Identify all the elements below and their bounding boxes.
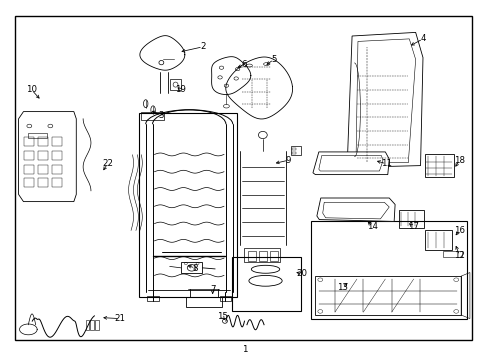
Bar xyxy=(259,251,266,261)
Text: 21: 21 xyxy=(114,314,125,323)
Text: 13: 13 xyxy=(336,284,347,292)
Bar xyxy=(290,146,300,155)
Text: 8: 8 xyxy=(192,264,198,273)
Text: 9: 9 xyxy=(285,156,290,165)
Bar xyxy=(90,320,94,330)
Bar xyxy=(141,112,164,120)
Text: 2: 2 xyxy=(200,42,205,51)
Bar xyxy=(248,251,256,261)
Bar xyxy=(15,16,471,340)
Text: 11: 11 xyxy=(380,159,391,168)
Bar xyxy=(292,152,296,154)
Bar xyxy=(52,165,61,174)
Polygon shape xyxy=(312,152,388,175)
Text: 16: 16 xyxy=(453,226,464,235)
Bar xyxy=(24,151,34,160)
Text: 6: 6 xyxy=(241,60,247,69)
Bar xyxy=(24,137,34,146)
Bar xyxy=(232,257,300,311)
Bar xyxy=(292,148,296,150)
Text: 10: 10 xyxy=(26,85,37,94)
Text: 5: 5 xyxy=(270,55,276,64)
Text: 15: 15 xyxy=(217,312,227,321)
Bar xyxy=(85,320,89,330)
Bar xyxy=(28,133,47,138)
Bar xyxy=(269,251,277,261)
Bar xyxy=(244,248,279,262)
Text: 7: 7 xyxy=(209,285,215,294)
Bar xyxy=(52,137,61,146)
Bar xyxy=(38,178,48,187)
Bar xyxy=(315,276,460,315)
Bar xyxy=(38,151,48,160)
Text: 1: 1 xyxy=(241,345,247,354)
Bar xyxy=(219,296,231,301)
Bar xyxy=(398,210,423,228)
Text: 3: 3 xyxy=(158,111,164,120)
Polygon shape xyxy=(316,198,394,221)
Text: 18: 18 xyxy=(453,156,464,165)
Bar xyxy=(147,296,159,301)
Text: 4: 4 xyxy=(419,34,425,43)
Bar xyxy=(170,79,181,90)
Bar xyxy=(52,151,61,160)
Text: 22: 22 xyxy=(102,159,113,168)
Bar xyxy=(24,165,34,174)
Bar xyxy=(24,178,34,187)
Bar xyxy=(38,137,48,146)
Text: 19: 19 xyxy=(175,85,186,94)
Polygon shape xyxy=(19,112,76,202)
Polygon shape xyxy=(346,32,422,167)
Bar xyxy=(425,230,451,250)
Bar xyxy=(442,251,461,257)
Bar xyxy=(181,262,202,273)
Text: 12: 12 xyxy=(453,251,464,260)
Bar xyxy=(52,178,61,187)
Bar xyxy=(425,154,453,177)
Bar xyxy=(185,297,222,307)
Text: 14: 14 xyxy=(366,222,377,231)
Text: 20: 20 xyxy=(296,269,307,278)
Text: 17: 17 xyxy=(407,222,418,231)
Bar xyxy=(38,165,48,174)
Bar xyxy=(310,221,466,319)
Bar xyxy=(95,320,99,330)
Bar xyxy=(139,113,237,297)
